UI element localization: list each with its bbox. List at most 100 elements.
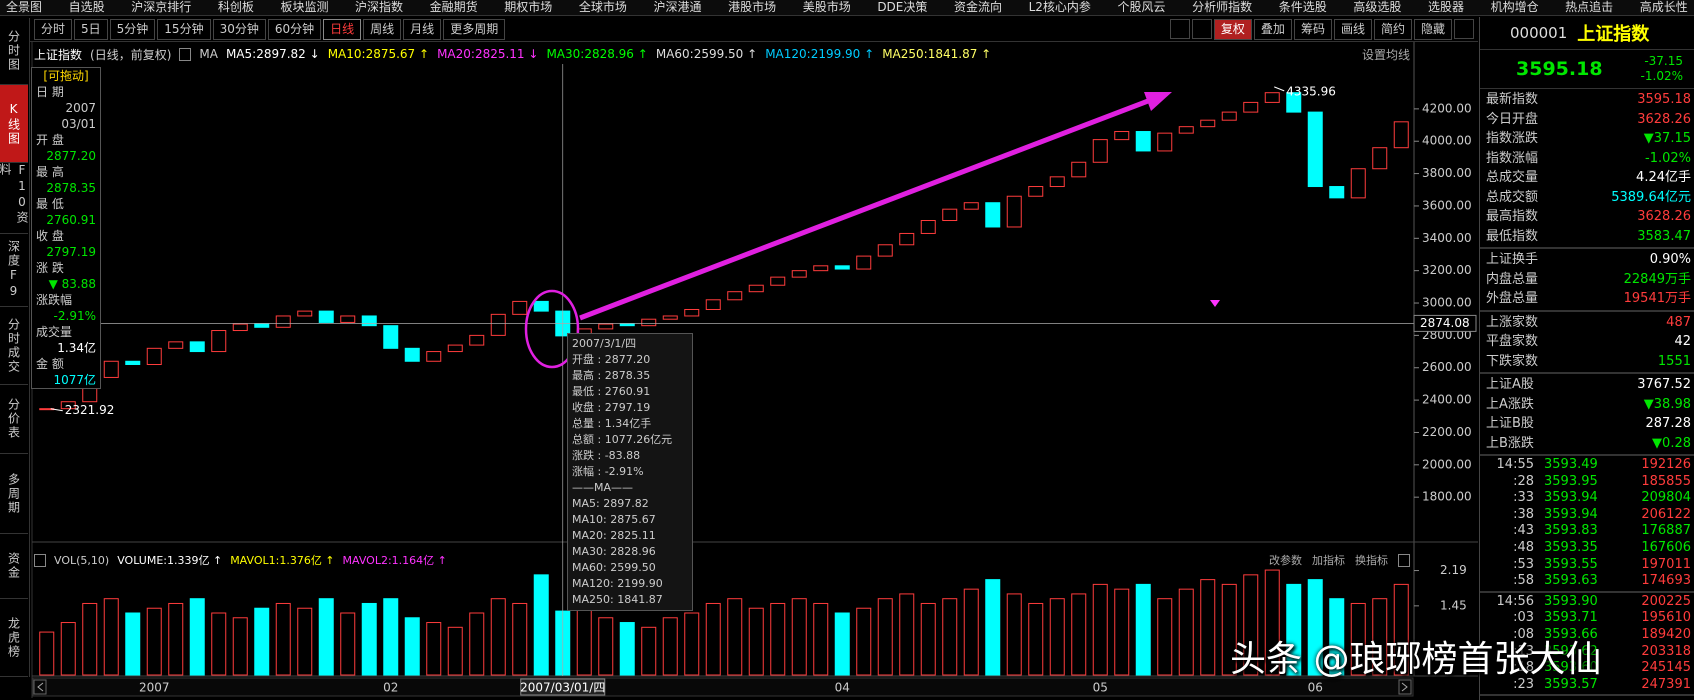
menu-item[interactable]: 机构增仓 — [1490, 0, 1539, 14]
period-button[interactable]: 60分钟 — [267, 18, 322, 40]
volume-bar — [103, 598, 119, 676]
quote-change-value: -37.15 — [1644, 54, 1683, 68]
tick-group: 14:55 3593.49 192126:28 3593.95 185855:33 359… — [1480, 456, 1694, 593]
candle-body — [748, 284, 764, 293]
info-value: 1077亿 — [53, 373, 96, 387]
menu-item[interactable]: 自选股 — [68, 0, 105, 14]
expand[interactable] — [1454, 19, 1474, 39]
menu-item[interactable]: 美股市场 — [802, 0, 851, 14]
side-tab[interactable]: 资金 — [0, 534, 28, 599]
volume-bar — [834, 612, 850, 676]
tick-time: :38 — [1513, 506, 1534, 522]
side-tab[interactable]: 龙虎榜 — [0, 599, 28, 677]
period-button[interactable]: 更多周期 — [443, 18, 506, 40]
volume-title: VOL(5,10) — [54, 553, 110, 567]
tool-button[interactable]: 筹码 — [1293, 18, 1332, 40]
menu-item[interactable]: 个股风云 — [1117, 0, 1166, 14]
period-button[interactable]: 30分钟 — [212, 18, 266, 40]
side-tab[interactable]: K线图 — [0, 85, 28, 163]
side-tab[interactable]: 分时图 — [0, 18, 28, 85]
menu-item[interactable]: 资金流向 — [953, 0, 1002, 14]
menu-item[interactable]: 金融期货 — [429, 0, 478, 14]
side-tab[interactable]: 多周期 — [0, 454, 28, 534]
tool-button[interactable]: 简约 — [1373, 18, 1412, 40]
menu-item[interactable]: 高级选股 — [1353, 0, 1402, 14]
indicator-button[interactable]: 加指标 — [1312, 554, 1345, 567]
period-button[interactable]: 15分钟 — [157, 18, 211, 40]
side-tab[interactable]: 分时成交 — [0, 307, 28, 385]
marker — [1210, 300, 1220, 307]
candle-body — [834, 265, 850, 270]
tick-price: 3593.35 — [1544, 539, 1598, 555]
menu-item[interactable]: 选股器 — [1427, 0, 1464, 14]
tick-time: :33 — [1513, 490, 1534, 506]
scroll-right[interactable] — [1398, 679, 1412, 695]
candle-body — [318, 310, 334, 323]
menu-item[interactable]: 高成长性 — [1639, 0, 1688, 14]
y-tick-label: 2000.00 — [1422, 457, 1472, 471]
tick-volume: 200225 — [1641, 593, 1691, 609]
info-label: 最 高 — [36, 165, 64, 179]
zoom-in[interactable] — [1169, 19, 1190, 39]
menu-item[interactable]: DDE决策 — [877, 0, 928, 14]
close-box[interactable] — [1398, 553, 1410, 567]
zoom-out[interactable] — [1191, 19, 1212, 39]
info-title[interactable]: [可拖动] — [43, 69, 89, 83]
menu-item[interactable]: 期权市场 — [504, 0, 553, 14]
tick-time: 14:56 — [1496, 593, 1534, 609]
candle-body — [1307, 111, 1323, 188]
menu-item[interactable]: 港股市场 — [728, 0, 777, 14]
tool-button[interactable]: 隐藏 — [1413, 18, 1452, 40]
menu-item[interactable]: 全球市场 — [578, 0, 627, 14]
menu-item[interactable]: 科创板 — [217, 0, 254, 14]
period-button[interactable]: 月线 — [403, 18, 442, 40]
menu-item[interactable]: 沪深京排行 — [131, 0, 192, 14]
quote-row: 上证换手 0.90% — [1480, 250, 1694, 270]
tool-button[interactable]: 复权 — [1213, 18, 1252, 40]
help-box[interactable] — [179, 47, 192, 61]
quote-change-pct: -1.02% — [1640, 69, 1683, 83]
menu-item[interactable]: 条件选股 — [1278, 0, 1327, 14]
menu-item[interactable]: 沪深指数 — [355, 0, 404, 14]
candle-body — [791, 270, 807, 278]
scroll-left-icon — [37, 682, 44, 692]
ma-settings[interactable]: 设置均线 — [1361, 47, 1410, 62]
trend-arrow — [579, 98, 1149, 321]
side-tab[interactable]: 深度F9 — [0, 234, 28, 307]
volume-bar — [490, 598, 506, 676]
side-tab[interactable]: 分价表 — [0, 385, 28, 454]
menu-item[interactable]: 全景图 — [6, 0, 43, 14]
menu-item[interactable]: 板块监测 — [280, 0, 329, 14]
tooltip: 2007/3/1/四 开盘 : 2877.20 最高 : 2878.35 最低 : 2… — [567, 333, 693, 611]
tool-button[interactable]: 画线 — [1333, 18, 1372, 40]
period-button[interactable]: 分时 — [34, 18, 73, 40]
menu-item[interactable]: 沪深港通 — [653, 0, 702, 14]
period-button[interactable]: 周线 — [363, 18, 402, 40]
period-button[interactable]: 5分钟 — [109, 18, 156, 40]
volume-bar — [232, 617, 248, 676]
indicator-button[interactable]: 改参数 — [1269, 554, 1302, 567]
candle-body — [383, 325, 399, 349]
tool-button[interactable]: 叠加 — [1253, 18, 1292, 40]
quote-value: 3583.47 — [1637, 228, 1691, 244]
volume-bar — [426, 622, 442, 676]
indicator-button[interactable]: 换指标 — [1355, 554, 1388, 567]
period-button[interactable]: 5日 — [74, 18, 108, 40]
quote-value: 1551 — [1657, 353, 1691, 369]
candle-body — [1329, 186, 1345, 199]
scroll-left[interactable] — [33, 679, 47, 695]
period-button[interactable]: 日线 — [323, 18, 362, 40]
tick-price: 3593.90 — [1544, 593, 1598, 609]
menu-item[interactable]: 分析师指数 — [1192, 0, 1253, 14]
candle-body — [490, 313, 506, 336]
quote-price: 3595.18 — [1516, 58, 1603, 80]
candle-body — [426, 351, 442, 362]
close-box[interactable] — [34, 553, 46, 567]
ma-legend: MA60:2599.50 ↑ — [655, 47, 758, 61]
menu-item[interactable]: 热点追击 — [1565, 0, 1614, 14]
menu-item[interactable]: L2核心内参 — [1028, 0, 1091, 14]
tick-volume: 197011 — [1641, 556, 1691, 572]
side-tab[interactable]: F10资料 — [0, 163, 29, 234]
volume-bar — [512, 602, 528, 676]
tick-volume: 167606 — [1641, 539, 1691, 555]
